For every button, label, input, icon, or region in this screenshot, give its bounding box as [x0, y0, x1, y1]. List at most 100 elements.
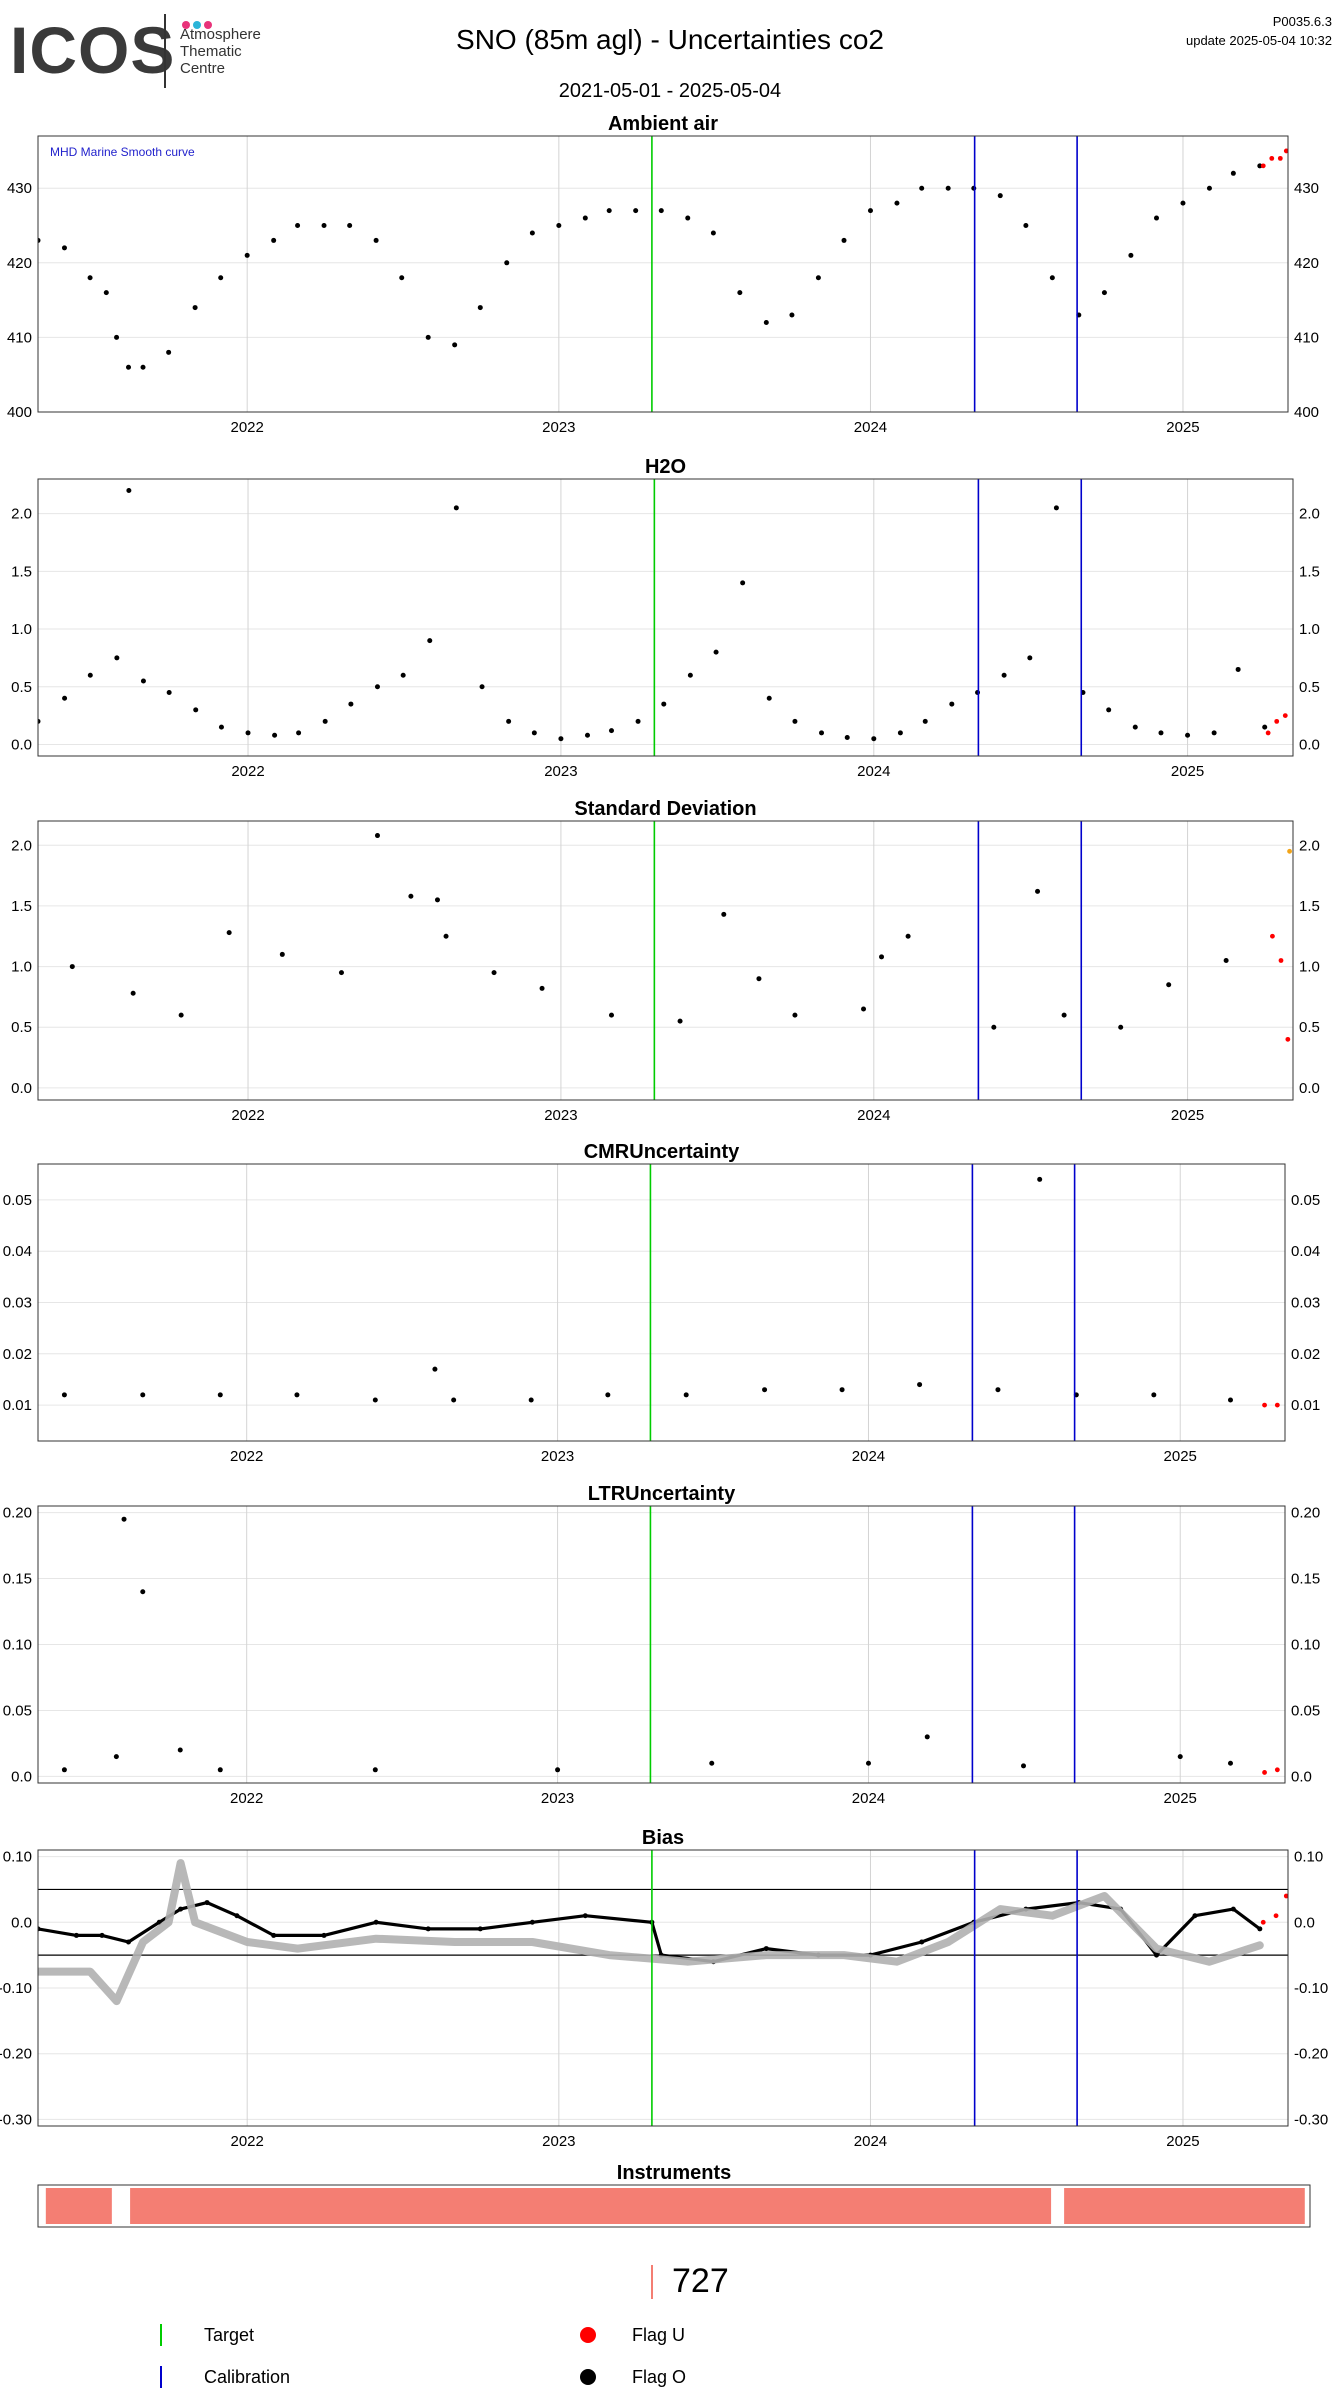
x-tick-label: 2025	[1171, 1107, 1204, 1124]
chart-panel-2: Standard Deviation 0.0 0.0 0.5 0.5 1.0 1.0 1.5 1…	[11, 798, 1320, 1124]
data-point	[126, 364, 132, 370]
data-point	[338, 970, 344, 976]
instrument-count-marker	[651, 2265, 653, 2299]
data-point	[529, 230, 535, 236]
data-point	[1035, 888, 1041, 894]
data-point	[61, 1767, 67, 1773]
data-point	[1101, 290, 1107, 296]
y-tick-label-left: 0.0	[11, 736, 32, 753]
chart-panel-1: H2O 0.0 0.0 0.5 0.5 1.0 1.0 1.5 1.5 2.0 2.0 2022 202…	[11, 456, 1320, 780]
data-point	[271, 1932, 277, 1938]
data-point	[922, 718, 928, 724]
data-point	[710, 230, 716, 236]
data-point	[296, 730, 302, 736]
y-tick-label-left: 420	[7, 255, 32, 272]
data-point	[425, 1926, 431, 1932]
y-tick-label-right: 0.10	[1294, 1849, 1323, 1866]
data-point	[1235, 666, 1241, 672]
data-point	[792, 718, 798, 724]
data-point	[126, 1939, 132, 1945]
data-point	[1158, 730, 1164, 736]
flag-u-point	[1282, 713, 1288, 719]
data-point	[347, 223, 353, 229]
y-tick-label-right: 420	[1294, 255, 1319, 272]
plot-background	[38, 136, 1288, 412]
y-tick-label-right: 1.0	[1299, 959, 1320, 976]
y-tick-label-left: 0.05	[3, 1192, 32, 1209]
data-point	[400, 672, 406, 678]
y-tick-label-left: 0.05	[3, 1702, 32, 1719]
data-point	[919, 185, 925, 191]
data-point	[1206, 185, 1212, 191]
flag-u-point	[1260, 163, 1266, 169]
y-tick-label-left: -0.20	[0, 2046, 32, 2063]
data-point	[635, 718, 641, 724]
data-point	[477, 305, 483, 311]
data-point	[218, 724, 224, 730]
plot-frame	[37, 1505, 1286, 1784]
logo-dot-pink2	[204, 21, 212, 29]
data-point	[1001, 672, 1007, 678]
flag-u-point	[1265, 730, 1271, 736]
chart-panel-3: CMRUncertainty 0.01 0.01 0.02 0.02 0.03 0.03 0.…	[3, 1141, 1320, 1465]
x-tick-label: 2025	[1171, 763, 1204, 780]
y-tick-label-left: 0.02	[3, 1346, 32, 1363]
data-point	[348, 701, 354, 707]
data-point	[584, 732, 590, 738]
x-tick-label: 2022	[230, 1448, 263, 1465]
x-tick-label: 2024	[854, 419, 887, 436]
data-point	[322, 718, 328, 724]
flag-u-point	[1283, 1893, 1288, 1899]
data-point	[556, 223, 562, 229]
flag-u-point	[1274, 1767, 1280, 1773]
data-point	[756, 976, 762, 982]
data-point	[737, 290, 743, 296]
x-tick-label: 2022	[230, 2133, 263, 2150]
data-point	[582, 215, 588, 221]
data-point	[218, 275, 224, 281]
y-tick-label-right: 430	[1294, 180, 1319, 197]
data-point	[1223, 958, 1229, 963]
chart-title: Bias	[642, 1827, 684, 1849]
y-tick-label-left: 0.0	[11, 1080, 32, 1097]
data-point	[425, 334, 431, 340]
plot-area	[38, 148, 1288, 370]
data-point	[1037, 1176, 1043, 1182]
x-tick-label: 2022	[230, 419, 263, 436]
data-point	[244, 252, 250, 258]
y-tick-label-left: 0.10	[3, 1849, 32, 1866]
data-point	[528, 1397, 534, 1403]
data-point	[991, 1024, 997, 1030]
data-point	[879, 954, 885, 960]
data-point	[103, 290, 109, 296]
y-tick-label-right: 0.10	[1291, 1637, 1320, 1654]
data-point	[217, 1392, 223, 1398]
y-tick-label-right: -0.10	[1294, 1980, 1328, 1997]
data-point	[1227, 1397, 1233, 1403]
data-point	[178, 1906, 184, 1912]
data-point	[1061, 1012, 1067, 1018]
y-tick-label-left: 0.10	[3, 1637, 32, 1654]
data-point	[582, 1913, 588, 1919]
y-tick-label-right: 0.05	[1291, 1192, 1320, 1209]
calibration-legend-label: Calibration	[204, 2367, 291, 2387]
data-point	[844, 735, 850, 741]
data-point	[479, 684, 485, 690]
data-point	[971, 185, 977, 191]
flag-o-legend-label: Flag O	[632, 2367, 687, 2387]
y-tick-label-right: 1.5	[1299, 898, 1320, 915]
data-point	[140, 1589, 146, 1595]
data-point	[919, 1939, 925, 1945]
chart-title: CMRUncertainty	[584, 1141, 740, 1163]
data-point	[408, 893, 414, 899]
data-point	[1049, 275, 1055, 281]
flag-u-point	[1274, 718, 1280, 724]
logo-dot-blue	[193, 21, 201, 29]
data-point	[453, 505, 459, 511]
data-point	[113, 1754, 119, 1760]
data-point	[867, 208, 873, 214]
data-point	[374, 833, 380, 839]
plot-frame	[37, 1163, 1286, 1442]
data-point	[683, 1392, 689, 1398]
flag-u-point	[1274, 1402, 1280, 1408]
